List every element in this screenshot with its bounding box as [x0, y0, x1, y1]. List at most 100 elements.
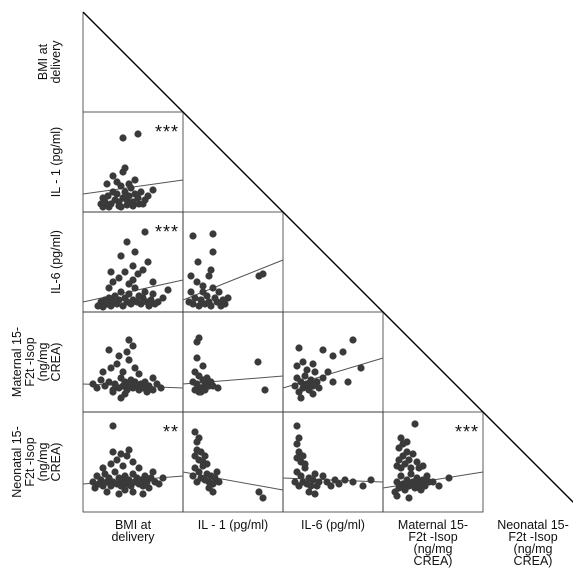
- data-point: [155, 480, 163, 488]
- data-point: [299, 452, 307, 460]
- data-point: [149, 278, 157, 286]
- data-point: [215, 478, 223, 486]
- row-label-line: (ng/mg: [36, 343, 50, 382]
- data-point: [125, 192, 133, 200]
- data-point: [129, 202, 137, 210]
- data-point: [105, 346, 113, 354]
- row-label-4: Neonatal 15-F2t -Isop(ng/mgCREA): [10, 426, 63, 498]
- column-label-line: IL - 1 (pg/ml): [198, 518, 268, 532]
- row-label-text: BMI atdelivery: [36, 40, 63, 84]
- fit-line-r2-c0: [82, 279, 184, 303]
- data-point: [104, 192, 112, 200]
- data-point: [393, 478, 401, 486]
- data-point: [195, 334, 203, 342]
- data-point: [99, 464, 107, 472]
- data-point: [341, 476, 349, 484]
- data-point: [254, 358, 262, 366]
- data-point: [191, 428, 199, 436]
- data-point: [405, 494, 413, 502]
- data-point: [195, 434, 203, 442]
- data-point: [259, 270, 267, 278]
- data-point: [297, 394, 305, 402]
- data-point: [119, 134, 127, 142]
- row-label-line: Neonatal 15-: [10, 426, 24, 498]
- data-point: [129, 342, 137, 350]
- data-point: [117, 252, 125, 260]
- column-label-line: BMI at: [115, 518, 152, 532]
- data-point: [105, 378, 113, 386]
- data-point: [139, 490, 147, 498]
- data-point: [143, 388, 151, 396]
- data-point: [109, 422, 117, 430]
- row-label-text: IL-6 (pg/ml): [49, 230, 63, 294]
- data-point: [117, 394, 125, 402]
- data-point: [117, 450, 125, 458]
- column-label-line: CREA): [414, 554, 453, 568]
- data-point: [259, 494, 267, 502]
- data-point: [149, 186, 157, 194]
- data-point: [111, 468, 119, 476]
- data-point: [115, 352, 123, 360]
- data-point: [145, 484, 153, 492]
- row-label-line: Maternal 15-: [10, 327, 24, 397]
- data-point: [293, 422, 301, 430]
- data-point: [125, 336, 133, 344]
- data-point: [187, 272, 195, 280]
- data-point: [435, 482, 443, 490]
- row-label-line: IL - 1 (pg/ml): [49, 127, 63, 197]
- data-point: [329, 352, 337, 360]
- row-label-0: BMI atdelivery: [36, 40, 63, 84]
- significance-label: **: [163, 422, 179, 442]
- data-point: [309, 476, 317, 484]
- data-point: [215, 288, 223, 296]
- data-point: [205, 272, 213, 280]
- data-point: [134, 194, 142, 202]
- data-point: [164, 286, 172, 294]
- data-point: [134, 270, 142, 278]
- significance-label: ***: [155, 222, 179, 242]
- data-point: [195, 468, 203, 476]
- data-point: [121, 486, 129, 494]
- data-point: [213, 468, 221, 476]
- data-point: [407, 464, 415, 472]
- data-point: [159, 294, 167, 302]
- data-point: [109, 448, 117, 456]
- data-point: [125, 446, 133, 454]
- data-point: [194, 258, 202, 266]
- data-point: [125, 356, 133, 364]
- data-point: [305, 488, 313, 496]
- data-point: [113, 190, 121, 198]
- row-label-line: CREA): [49, 443, 63, 482]
- data-point: [207, 266, 215, 274]
- data-point: [315, 384, 323, 392]
- data-point: [319, 472, 327, 480]
- data-point: [189, 232, 197, 240]
- data-point: [295, 344, 303, 352]
- significance-marks: ******** ***: [155, 122, 478, 442]
- data-point: [303, 366, 311, 374]
- data-point: [203, 460, 211, 468]
- data-point: [113, 360, 121, 368]
- data-point: [195, 302, 203, 310]
- data-point: [199, 362, 207, 370]
- data-point: [129, 262, 137, 270]
- data-point: [125, 180, 133, 188]
- data-point: [445, 474, 453, 482]
- column-label-line: Maternal 15-: [398, 518, 468, 532]
- column-label-1: IL - 1 (pg/ml): [198, 518, 268, 532]
- row-label-2: IL-6 (pg/ml): [49, 230, 63, 294]
- data-point: [313, 378, 321, 386]
- data-point: [134, 130, 142, 138]
- data-point: [105, 203, 113, 211]
- panel-frame-r3-c0: [82, 311, 184, 413]
- row-label-line: delivery: [49, 40, 63, 84]
- data-point: [125, 290, 133, 298]
- data-point: [295, 434, 303, 442]
- data-point: [135, 370, 143, 378]
- data-point: [119, 168, 127, 176]
- data-point: [154, 298, 162, 306]
- data-point: [107, 364, 115, 372]
- data-point: [201, 452, 209, 460]
- row-label-text: Neonatal 15-F2t -Isop(ng/mgCREA): [10, 426, 63, 498]
- row-label-text: Maternal 15-F2t -Isop(ng/mgCREA): [10, 327, 63, 397]
